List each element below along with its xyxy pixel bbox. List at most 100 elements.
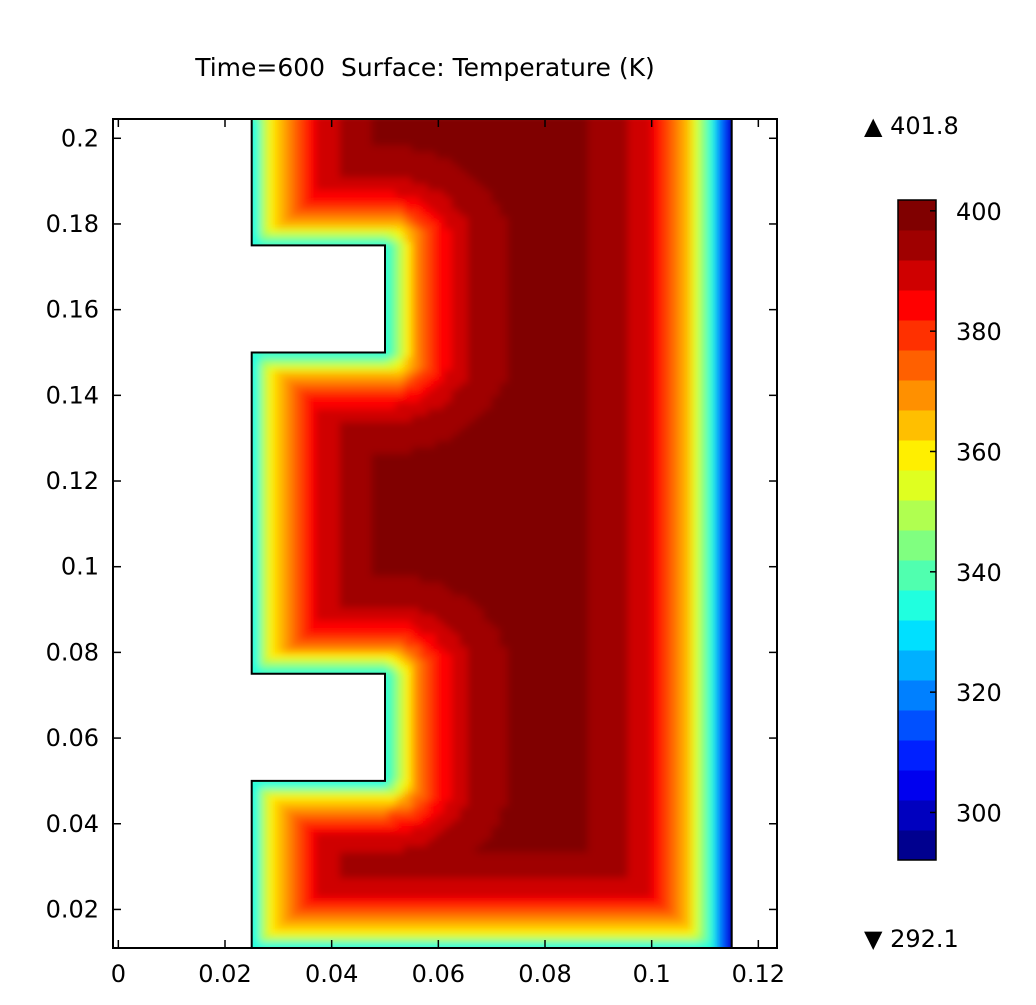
field-cell — [459, 266, 469, 274]
field-cell — [419, 286, 429, 294]
field-cell — [539, 453, 549, 461]
field-cell — [315, 883, 325, 891]
field-cell — [443, 472, 453, 480]
field-cell — [483, 896, 493, 904]
field-cell — [363, 119, 373, 127]
field-cell — [259, 421, 269, 429]
field-cell — [443, 581, 453, 589]
field-cell — [307, 382, 317, 390]
field-cell — [387, 511, 397, 519]
field-cell — [435, 710, 445, 718]
field-cell — [443, 260, 453, 268]
field-cell — [435, 414, 445, 422]
field-cell — [467, 369, 477, 377]
field-cell — [531, 896, 541, 904]
field-cell — [387, 440, 397, 448]
field-cell — [419, 421, 429, 429]
field-cell — [259, 234, 269, 242]
field-cell — [531, 356, 541, 364]
field-cell — [387, 376, 397, 384]
field-cell — [515, 241, 525, 249]
field-cell — [515, 305, 525, 313]
field-cell — [443, 440, 453, 448]
field-cell — [483, 196, 493, 204]
field-cell — [507, 311, 517, 319]
field-cell — [355, 305, 365, 313]
field-cell — [411, 870, 421, 879]
field-cell — [547, 838, 557, 846]
field-cell — [459, 254, 469, 262]
field-cell — [531, 530, 541, 538]
field-cell — [539, 800, 549, 808]
field-cell — [459, 883, 469, 891]
field-cell — [507, 376, 517, 384]
field-cell — [347, 838, 357, 846]
field-cell — [403, 909, 413, 917]
field-cell — [331, 825, 341, 834]
field-cell — [307, 646, 317, 654]
field-cell — [419, 575, 429, 583]
field-cell — [435, 851, 445, 859]
field-cell — [531, 562, 541, 570]
field-cell — [395, 716, 405, 724]
field-cell — [419, 363, 429, 371]
field-cell — [419, 832, 429, 840]
field-cell — [315, 710, 325, 718]
field-cell — [291, 825, 301, 834]
field-cell — [427, 568, 437, 576]
field-cell — [395, 382, 405, 390]
field-cell — [259, 395, 269, 403]
field-cell — [419, 228, 429, 236]
field-cell — [339, 594, 349, 602]
field-cell — [275, 864, 285, 872]
field-cell — [459, 209, 469, 217]
field-cell — [451, 684, 461, 692]
field-cell — [379, 935, 389, 943]
field-cell — [267, 202, 277, 210]
field-cell — [291, 536, 301, 544]
field-cell — [315, 414, 325, 422]
field-cell — [291, 189, 301, 197]
field-cell — [395, 254, 405, 262]
field-cell — [403, 613, 413, 621]
field-cell — [411, 703, 421, 711]
field-cell — [323, 427, 333, 435]
field-cell — [483, 215, 493, 223]
field-cell — [459, 311, 469, 319]
field-cell — [483, 305, 493, 313]
field-cell — [379, 125, 389, 133]
field-cell — [275, 350, 285, 358]
field-cell — [500, 948, 509, 955]
field-cell — [515, 401, 525, 409]
field-cell — [395, 883, 405, 891]
field-cell — [411, 594, 421, 602]
field-cell — [315, 755, 325, 763]
field-cell — [323, 504, 333, 512]
field-cell — [387, 575, 397, 583]
field-cell — [411, 498, 421, 506]
field-cell — [323, 131, 333, 140]
field-cell — [259, 138, 269, 146]
field-cell — [419, 279, 429, 287]
field-cell — [467, 433, 477, 442]
field-cell — [491, 774, 501, 782]
field-cell — [323, 703, 333, 711]
field-cell — [547, 877, 557, 885]
field-cell — [435, 305, 445, 313]
field-cell — [251, 125, 261, 133]
field-cell — [363, 376, 373, 384]
field-cell — [331, 530, 341, 538]
field-cell — [371, 806, 381, 814]
field-cell — [483, 755, 493, 763]
field-cell — [283, 813, 293, 821]
field-cell — [467, 838, 477, 846]
field-cell — [395, 234, 405, 242]
field-cell — [523, 170, 533, 178]
field-cell — [275, 710, 285, 718]
field-cell — [275, 735, 285, 744]
field-cell — [371, 478, 381, 487]
field-cell — [291, 813, 301, 821]
field-cell — [291, 485, 301, 493]
field-cell — [251, 337, 261, 345]
field-cell — [291, 433, 301, 442]
